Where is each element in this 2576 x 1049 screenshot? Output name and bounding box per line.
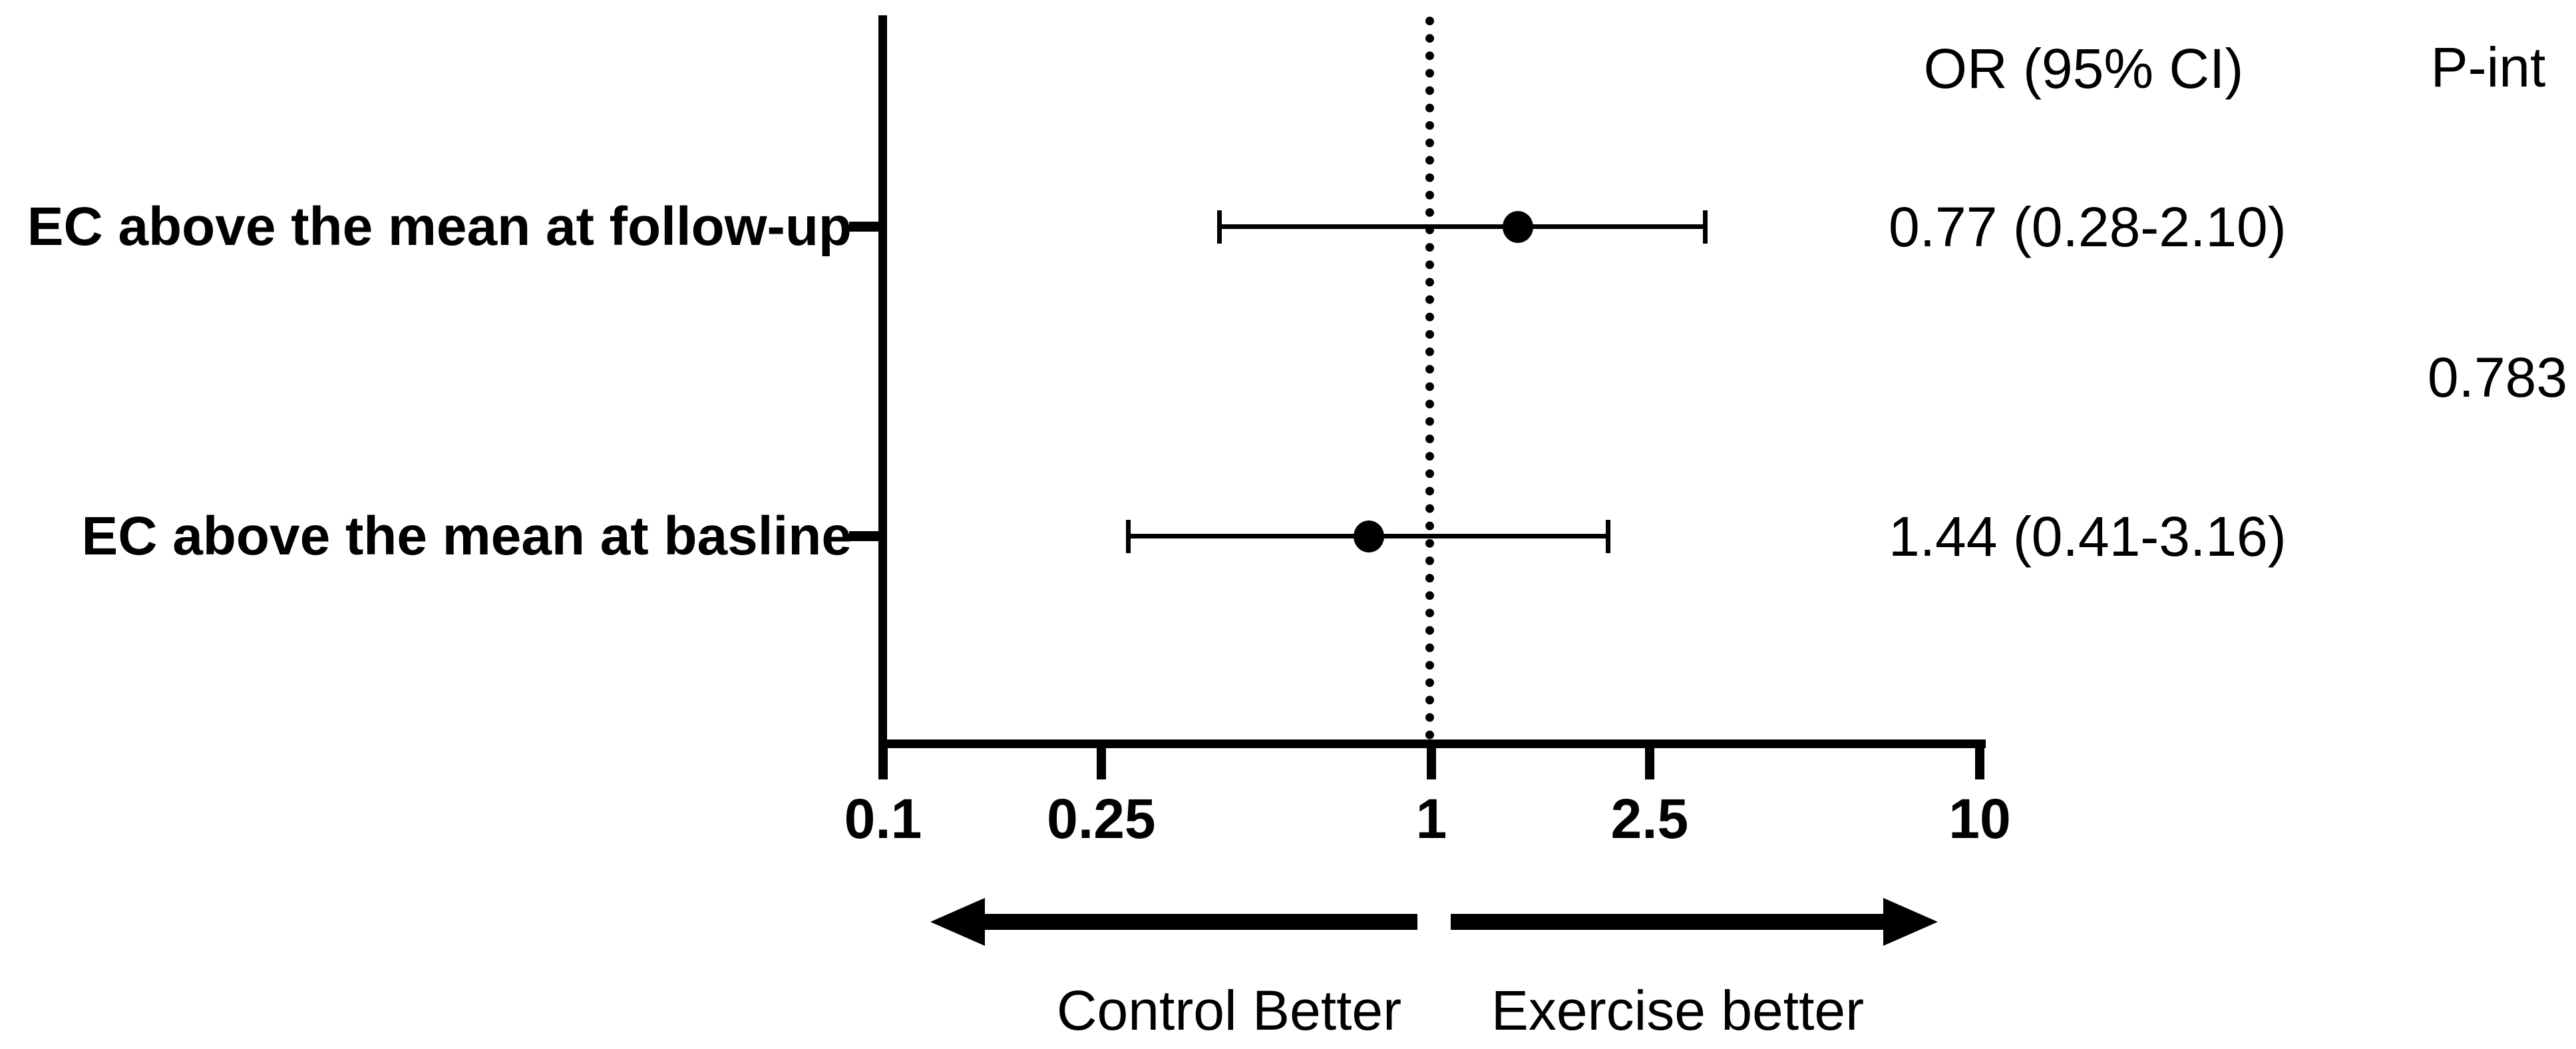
x-tick-label: 1 [1415,787,1447,850]
ci-cap-left [1216,210,1222,244]
p-int-column-header: P-int [2430,36,2546,99]
ci-cap-left [1126,520,1131,553]
row-label-baseline: EC above the mean at basline [81,506,852,566]
x-tick-mark [1427,748,1436,779]
arrow-left-head-icon [930,898,985,946]
or-marker [1354,521,1385,552]
x-axis-line [878,739,1986,748]
direction-label-control-better: Control Better [1056,979,1402,1042]
direction-label-exercise-better: Exercise better [1491,979,1865,1042]
row-axis-tick [849,531,880,541]
reference-line-or-1 [1425,17,1434,739]
x-tick-mark [878,748,888,779]
ci-cap-right [1605,520,1610,553]
or-value-row-2: 1.44 (0.41-3.16) [1889,505,2287,568]
ci-cap-right [1702,210,1708,244]
arrow-right-shaft [1451,914,1886,930]
arrow-right-head-icon [1883,898,1938,946]
x-tick-mark [1975,748,1984,779]
exercise-better-arrow [1451,898,1938,946]
or-marker [1503,211,1534,243]
p-interaction-value: 0.783 [2427,346,2568,409]
x-tick-label: 0.25 [1047,787,1156,850]
or-ci-column-header: OR (95% CI) [1923,37,2244,100]
y-axis-line [878,15,887,748]
or-value-row-1: 0.77 (0.28-2.10) [1889,196,2287,258]
ci-whisker [1218,224,1706,229]
x-tick-label: 10 [1948,787,2011,850]
control-better-arrow [930,898,1417,946]
x-tick-mark [1644,748,1654,779]
row-axis-tick [849,222,880,232]
arrow-left-shaft [982,914,1417,930]
row-label-follow-up: EC above the mean at follow-up [27,196,852,257]
x-tick-label: 2.5 [1610,787,1689,850]
x-tick-label: 0.1 [844,787,922,850]
x-tick-mark [1096,748,1106,779]
